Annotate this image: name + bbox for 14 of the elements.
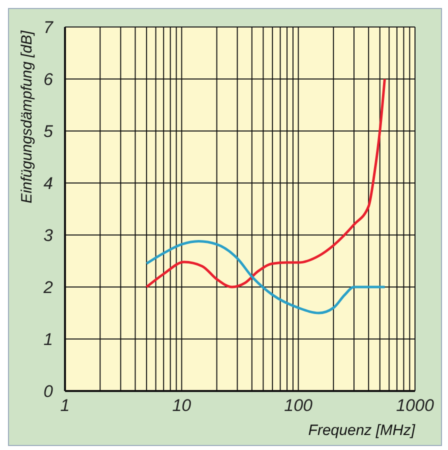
x-tick-label: 10 bbox=[172, 396, 192, 416]
y-tick-label: 0 bbox=[44, 382, 54, 401]
y-tick-label: 3 bbox=[44, 226, 54, 245]
x-tick-label: 100 bbox=[284, 396, 314, 416]
x-axis-title: Frequenz [MHz] bbox=[308, 422, 416, 439]
x-tick-label: 1 bbox=[60, 396, 70, 416]
y-tick-label: 6 bbox=[44, 70, 54, 89]
y-tick-label: 2 bbox=[42, 278, 54, 297]
y-tick-label: 7 bbox=[44, 18, 54, 37]
y-tick-label: 1 bbox=[44, 330, 53, 349]
y-tick-label: 5 bbox=[44, 122, 54, 141]
x-tick-label: 1000 bbox=[396, 396, 434, 416]
y-tick-label: 4 bbox=[44, 174, 53, 193]
y-axis-title: Einfügungsdämpfung [dB] bbox=[18, 30, 36, 204]
